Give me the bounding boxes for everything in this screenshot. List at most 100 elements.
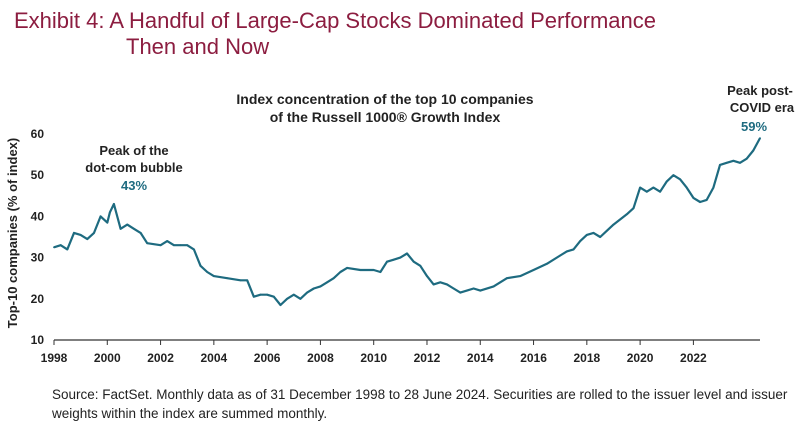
data-point	[732, 159, 735, 162]
data-point	[59, 244, 62, 247]
data-point	[106, 221, 109, 224]
data-point	[212, 275, 215, 277]
data-point	[472, 287, 475, 290]
data-point	[306, 291, 308, 294]
y-axis-ticks: 10 20 30 40 50 60	[31, 127, 45, 347]
y-tick-label: 60	[31, 127, 45, 141]
data-point	[73, 232, 75, 234]
y-tick-label: 20	[31, 292, 45, 306]
data-point	[339, 271, 342, 273]
data-point	[53, 246, 55, 249]
exhibit-title: Exhibit 4: A Handful of Large-Cap Stocks…	[14, 8, 774, 60]
y-tick-label: 50	[31, 168, 45, 182]
x-tick-label: 2006	[254, 351, 281, 365]
data-point	[605, 229, 608, 232]
data-point	[386, 260, 388, 263]
y-tick-label: 30	[31, 251, 45, 265]
data-point	[292, 293, 295, 296]
data-point	[332, 277, 335, 280]
data-point	[492, 285, 495, 288]
series-line	[53, 137, 761, 307]
data-point	[193, 248, 195, 251]
x-tick-label: 2002	[147, 351, 174, 365]
annotation-covid-line1: Peak post-	[727, 83, 793, 98]
data-point	[286, 297, 288, 300]
data-point	[173, 244, 175, 247]
data-point	[199, 264, 202, 267]
data-point	[719, 164, 721, 166]
data-point	[546, 262, 548, 265]
data-point	[259, 293, 262, 296]
data-point	[159, 244, 162, 247]
chart-title-line2: of the Russell 1000® Growth Index	[269, 109, 501, 125]
data-point	[692, 197, 695, 199]
data-point	[406, 252, 408, 255]
data-point	[466, 289, 468, 292]
data-point	[632, 207, 635, 210]
data-point	[506, 277, 508, 280]
data-point	[186, 244, 189, 247]
annotation-dotcom-value: 43%	[121, 178, 147, 193]
data-point	[519, 275, 522, 277]
data-point	[759, 137, 761, 140]
data-point	[119, 227, 122, 230]
data-point	[252, 295, 255, 298]
data-point	[745, 157, 748, 160]
data-point	[179, 244, 182, 247]
data-point	[326, 281, 328, 284]
x-tick-label: 2010	[360, 351, 387, 365]
data-point	[266, 293, 268, 296]
x-tick-label: 2018	[573, 351, 600, 365]
x-tick-label: 1998	[41, 351, 68, 365]
annotation-covid-value: 59%	[741, 119, 767, 134]
data-point	[752, 149, 755, 152]
data-point	[93, 232, 95, 234]
data-point	[712, 186, 715, 189]
data-point	[439, 281, 442, 284]
data-point	[109, 211, 111, 214]
data-point	[432, 283, 435, 286]
chart-series	[53, 137, 761, 307]
annotation-dotcom-line1: Peak of the	[99, 143, 168, 158]
data-point	[79, 234, 82, 236]
x-tick-label: 2014	[467, 351, 494, 365]
data-point	[459, 291, 462, 294]
x-tick-label: 2004	[200, 351, 227, 365]
data-point	[705, 199, 708, 201]
data-point	[392, 258, 395, 261]
data-point	[739, 161, 741, 164]
x-tick-label: 2012	[414, 351, 441, 365]
chart-title: Index concentration of the top 10 compan…	[200, 90, 570, 126]
data-point	[585, 234, 588, 236]
data-point	[426, 275, 428, 277]
data-point	[612, 223, 615, 226]
exhibit-title-line2: Then and Now	[126, 34, 270, 59]
data-point	[113, 203, 115, 205]
data-point	[133, 227, 135, 230]
data-point	[372, 269, 375, 271]
data-point	[272, 295, 275, 298]
data-point	[299, 297, 302, 300]
y-tick-label: 10	[31, 333, 45, 347]
source-note: Source: FactSet. Monthly data as of 31 D…	[52, 387, 788, 421]
data-point	[572, 248, 575, 251]
data-point	[592, 232, 595, 234]
data-point	[565, 250, 568, 253]
data-point	[652, 186, 655, 189]
data-point	[645, 190, 648, 193]
data-point	[239, 279, 242, 282]
data-point	[359, 269, 362, 271]
data-point	[559, 254, 562, 257]
x-tick-label: 2000	[94, 351, 121, 365]
data-point	[479, 289, 482, 292]
data-point	[146, 242, 149, 245]
data-point	[319, 285, 322, 288]
annotation-covid-line2: COVID era	[730, 100, 795, 115]
x-tick-label: 2008	[307, 351, 334, 365]
data-point	[725, 161, 728, 164]
data-point	[452, 287, 455, 290]
data-point	[139, 232, 142, 234]
data-point	[246, 279, 249, 282]
x-axis-ticks: 1998 2000 2002 2004 2006 2008 2010 2012 2014 2016…	[41, 340, 707, 365]
